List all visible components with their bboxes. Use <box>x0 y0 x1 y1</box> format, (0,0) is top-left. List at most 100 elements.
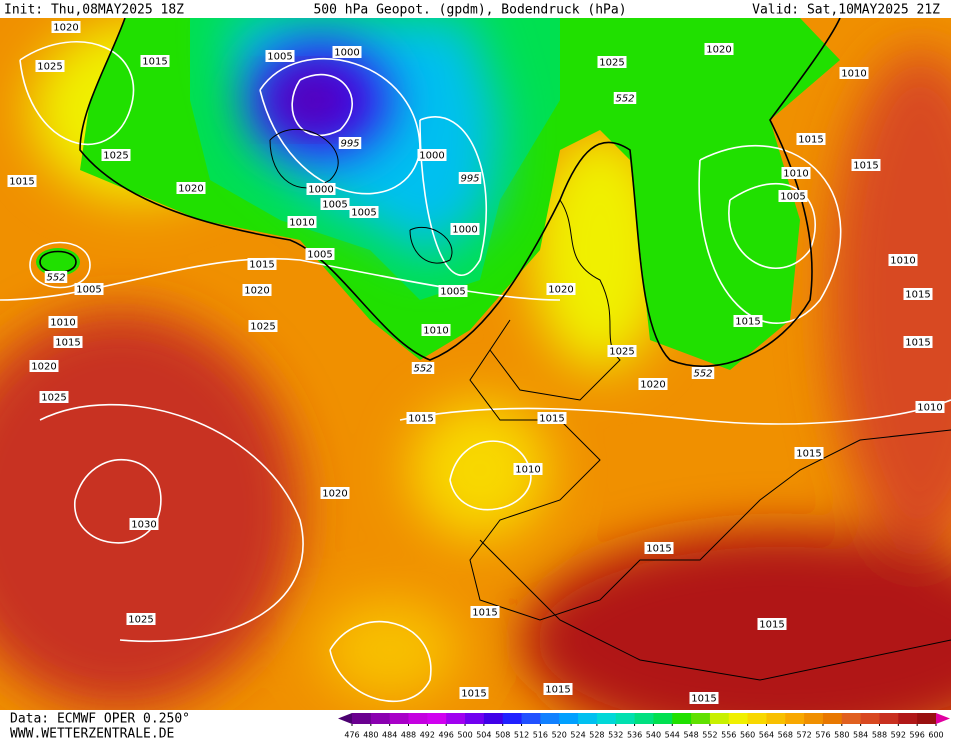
colorbar-label: 520 <box>552 731 567 740</box>
colorbar-segment <box>408 713 428 724</box>
label-box <box>349 206 379 218</box>
colorbar-label: 576 <box>815 731 830 740</box>
label-box <box>796 133 826 145</box>
isobar-label: 1020 <box>322 489 347 500</box>
isobar-label: 1020 <box>31 362 56 373</box>
isobar-label: 1015 <box>796 449 821 460</box>
colorbar-label: 496 <box>439 731 454 740</box>
colorbar-segment <box>483 713 504 724</box>
colorbar-label: 480 <box>363 731 378 740</box>
label-box <box>903 336 933 348</box>
colorbar-segment <box>804 713 824 724</box>
isobar-label: 1000 <box>308 185 333 196</box>
label-box <box>74 283 104 295</box>
isobar-label: 1015 <box>691 694 716 705</box>
colorbar-label: 572 <box>796 731 811 740</box>
isobar-label: 1020 <box>178 184 203 195</box>
isobar-label: 1005 <box>267 52 292 63</box>
isobar-label: 1015 <box>798 135 823 146</box>
label-box <box>537 412 567 424</box>
isobar-label: 1000 <box>419 151 444 162</box>
isobar-label: 552 <box>46 273 65 284</box>
label-box <box>644 542 674 554</box>
colorbar-segment <box>370 713 391 724</box>
isobar-label: 1010 <box>890 256 915 267</box>
map-title: 500 hPa Geopot. (gpdm), Bodendruck (hPa) <box>313 3 626 18</box>
isobar-labels: 1020 1025 1015 1005 1000 1025 1020 1010 552 995 10… <box>7 21 945 705</box>
isobar-label: 1010 <box>515 465 540 476</box>
colorbar-segment <box>917 713 937 724</box>
isobar-label: 1005 <box>76 285 101 296</box>
label-box <box>247 258 277 270</box>
colorbar-label: 492 <box>420 731 435 740</box>
colorbar-segment <box>841 713 862 724</box>
colorbar-segment <box>521 713 541 724</box>
label-box <box>338 137 362 149</box>
label-box <box>332 46 362 58</box>
colorbar-segment <box>898 713 918 724</box>
colorbar-segment <box>502 713 523 724</box>
label-box <box>438 285 468 297</box>
isobar-label: 1025 <box>103 151 128 162</box>
isobar-label: 1025 <box>128 615 153 626</box>
colorbar-label: 500 <box>457 731 472 740</box>
isobar-label: 1010 <box>423 326 448 337</box>
label-box <box>839 67 869 79</box>
colorbar-segment <box>691 713 711 724</box>
colorbar-label: 476 <box>344 731 359 740</box>
colorbar-segment <box>766 713 786 724</box>
colorbar-segment <box>822 713 843 724</box>
isobar-label: 1015 <box>408 414 433 425</box>
isobar-label: 995 <box>340 139 359 150</box>
isobar-label: 1015 <box>249 260 274 271</box>
colorbar-segment <box>785 713 805 724</box>
label-box <box>176 182 206 194</box>
colorbar-label: 516 <box>533 731 548 740</box>
isobar-label: 1000 <box>334 48 359 59</box>
label-box <box>458 172 482 184</box>
colorbar-label: 536 <box>627 731 642 740</box>
colorbar-segment <box>389 713 410 724</box>
label-box <box>691 367 715 379</box>
colorbar-segment <box>879 713 899 724</box>
isobar-label: 1020 <box>640 380 665 391</box>
label-box <box>421 324 451 336</box>
label-box <box>306 183 336 195</box>
isobar-label: 1015 <box>142 57 167 68</box>
isobar-label: 1010 <box>917 403 942 414</box>
isobar-label: 552 <box>413 364 432 375</box>
colorbar-label: 532 <box>608 731 623 740</box>
label-box <box>7 175 37 187</box>
isobar-label: 1000 <box>452 225 477 236</box>
isobar-label: 1005 <box>780 192 805 203</box>
colorbar-label: 512 <box>514 731 529 740</box>
colorbar-segment <box>615 713 636 724</box>
label-box <box>470 606 500 618</box>
isobar-label: 1025 <box>599 58 624 69</box>
colorbar-label: 540 <box>646 731 661 740</box>
isobar-label: 1015 <box>646 544 671 555</box>
isobar-label: 1025 <box>250 322 275 333</box>
isobar-label: 1010 <box>783 169 808 180</box>
colorbar-label: 544 <box>665 731 680 740</box>
colorbar-label: 592 <box>891 731 906 740</box>
label-box <box>53 336 83 348</box>
isobar-label: 1010 <box>50 318 75 329</box>
colorbar-label: 548 <box>683 731 698 740</box>
isobar-label: 1015 <box>9 177 34 188</box>
site-text: WWW.WETTERZENTRALE.DE <box>10 727 174 741</box>
label-box <box>450 223 480 235</box>
isobar-label: 1015 <box>539 414 564 425</box>
label-box <box>51 21 81 33</box>
label-box <box>101 149 131 161</box>
isobar-label: 1015 <box>905 338 930 349</box>
label-box <box>704 43 734 55</box>
colorbar-label: 484 <box>382 731 397 740</box>
label-box <box>689 692 719 704</box>
label-box <box>459 687 489 699</box>
colorbar-label: 488 <box>401 731 416 740</box>
colorbar-label: 580 <box>834 731 849 740</box>
isobar-label: 1015 <box>472 608 497 619</box>
colorbar-label: 508 <box>495 731 510 740</box>
